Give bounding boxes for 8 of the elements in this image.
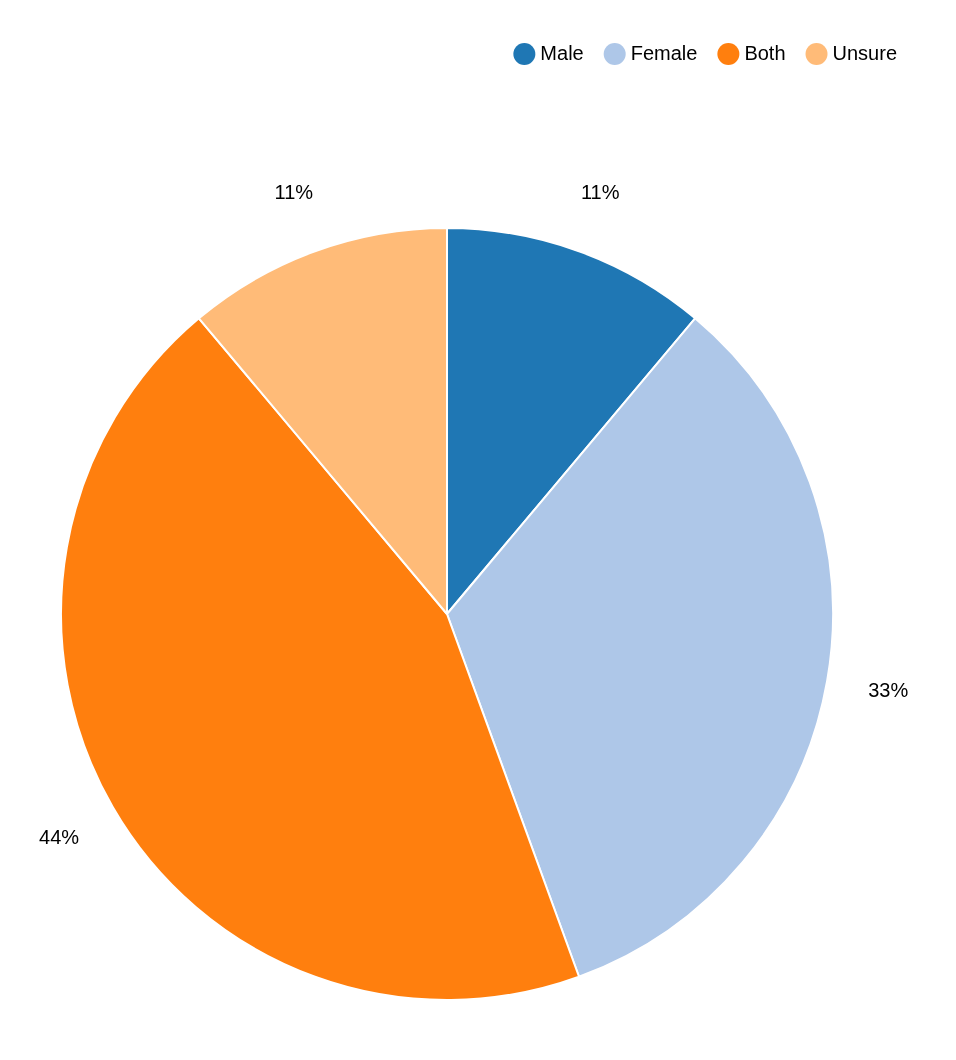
legend-label: Unsure bbox=[832, 41, 898, 64]
legend-label: Male bbox=[540, 41, 584, 64]
data-label: 11% bbox=[580, 180, 620, 203]
data-label: 11% bbox=[274, 180, 314, 203]
data-label: 44% bbox=[39, 825, 80, 848]
data-label: 33% bbox=[868, 679, 909, 702]
legend-label: Both bbox=[744, 41, 786, 64]
legend-label: Female bbox=[630, 41, 698, 64]
